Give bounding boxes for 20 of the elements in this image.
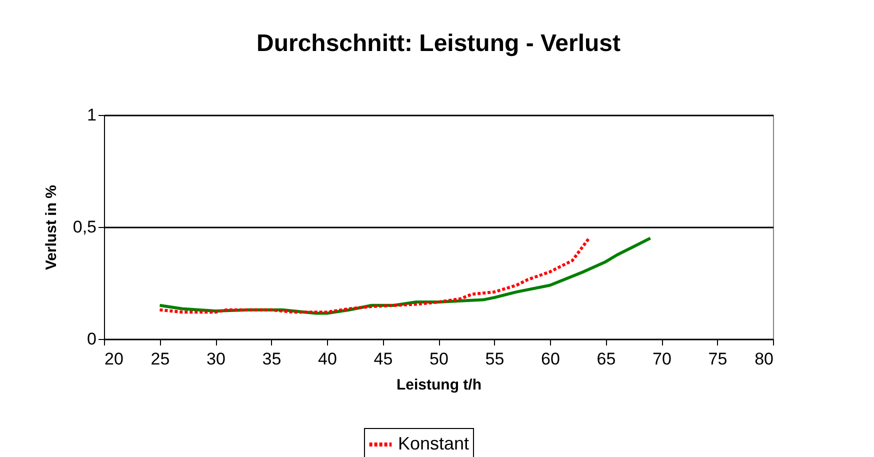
x-tick-label: 60 bbox=[541, 350, 560, 368]
y-axis-title: Verlust in % bbox=[42, 184, 60, 270]
x-tick-label: 55 bbox=[485, 350, 504, 368]
x-tick-label: 40 bbox=[318, 350, 337, 368]
x-tick-label: 65 bbox=[596, 350, 616, 368]
x-tick-label: 80 bbox=[754, 350, 774, 368]
x-tick-label: 35 bbox=[262, 350, 282, 368]
chart-title: Durchschnitt: Leistung - Verlust bbox=[256, 30, 621, 57]
x-tick-label: 70 bbox=[652, 350, 672, 368]
y-tick-label: 1 bbox=[87, 106, 96, 124]
x-tick-label: 50 bbox=[430, 350, 448, 368]
x-axis-title: Leistung t/h bbox=[396, 376, 482, 394]
y-tick-label: 0 bbox=[87, 330, 96, 348]
x-tick-label: 25 bbox=[150, 350, 170, 368]
x-tick-label: 45 bbox=[374, 350, 393, 368]
y-tick-label: 0,5 bbox=[72, 218, 96, 236]
x-tick-label: 75 bbox=[708, 350, 728, 368]
x-tick-label: 30 bbox=[206, 350, 226, 368]
x-tick-label: 20 bbox=[104, 350, 124, 368]
legend-label: Konstant bbox=[398, 434, 470, 454]
